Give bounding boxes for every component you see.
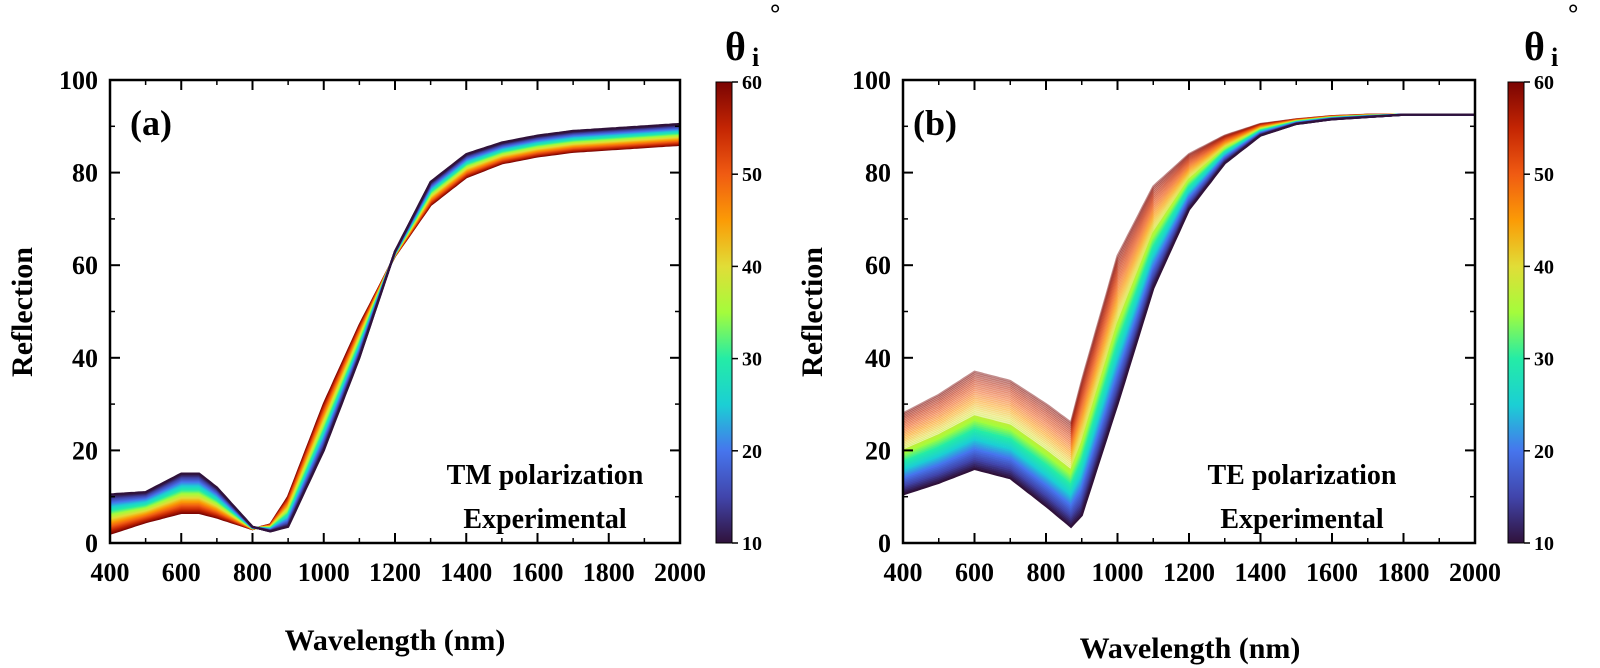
colorbar-tick-label-a-4: 50 (742, 164, 762, 186)
panel-a-x-axis-title: Wavelength (nm) (285, 624, 506, 657)
panel-b-colorbar-bar (1507, 81, 1525, 544)
y-tick-label-b-3: 60 (865, 251, 891, 280)
panel-a-ticks: 400 600 800 1000 1200 1400 1600 1800 2000 0 20 40 60… (59, 66, 706, 587)
panel-b-annotation-line1: TE polarization (1207, 460, 1396, 491)
curve-b-41 (902, 113, 1475, 444)
x-tick-label-b-5: 1400 (1235, 558, 1287, 587)
curve-b-40 (902, 113, 1475, 446)
panel-a-colorbar-symbol: θ (725, 24, 746, 69)
x-tick-label-b-0: 400 (884, 558, 923, 587)
x-tick-label-a-7: 1800 (583, 558, 635, 587)
colorbar-tick-label-a-5: 60 (742, 72, 762, 94)
colorbar-tick-label-b-1: 20 (1534, 441, 1554, 463)
panel-b-annotation-line2: Experimental (1220, 504, 1384, 535)
x-tick-label-b-2: 800 (1027, 558, 1066, 587)
x-tick-label-b-6: 1600 (1306, 558, 1358, 587)
y-tick-label-b-1: 20 (865, 436, 891, 465)
colorbar-tick-label-a-1: 20 (742, 441, 762, 463)
x-tick-label-a-2: 800 (233, 558, 272, 587)
panel-a-colorbar-bar (715, 81, 733, 544)
x-tick-label-a-4: 1200 (369, 558, 421, 587)
x-tick-label-a-3: 1000 (298, 558, 350, 587)
panel-a-colorbar: 10 20 30 40 50 60 θ i ° (715, 0, 780, 555)
panel-b-colorbar-subscript: i (1551, 43, 1558, 72)
x-tick-label-a-1: 600 (162, 558, 201, 587)
y-tick-label-b-0: 0 (878, 529, 891, 558)
x-tick-label-b-3: 1000 (1092, 558, 1144, 587)
colorbar-tick-label-a-3: 40 (742, 256, 762, 278)
colorbar-tick-label-b-2: 30 (1534, 349, 1554, 371)
colorbar-tick-label-b-3: 40 (1534, 256, 1554, 278)
y-tick-label-a-4: 80 (72, 159, 98, 188)
x-tick-label-b-7: 1800 (1378, 558, 1430, 587)
curve-a-0 (109, 122, 681, 533)
panel-b: 400 600 800 1000 1200 1400 1600 1800 2000 0 20 40 60… (796, 0, 1578, 665)
panel-b-colorbar-symbol: θ (1524, 24, 1545, 69)
y-tick-label-a-3: 60 (72, 251, 98, 280)
panel-a-curves (109, 122, 681, 535)
panel-a-colorbar-ticks: 10 20 30 40 50 60 (732, 72, 762, 555)
panel-a: 400 600 800 1000 1200 1400 1600 1800 2000 0 20 40 60… (6, 0, 780, 657)
x-tick-label-a-8: 2000 (654, 558, 706, 587)
y-tick-label-a-0: 0 (85, 529, 98, 558)
y-tick-label-a-1: 20 (72, 436, 98, 465)
colorbar-tick-label-b-5: 60 (1534, 72, 1554, 94)
x-tick-label-b-1: 600 (955, 558, 994, 587)
x-tick-label-a-6: 1600 (512, 558, 564, 587)
y-tick-label-b-5: 100 (852, 66, 891, 95)
y-tick-label-a-5: 100 (59, 66, 98, 95)
x-tick-label-b-4: 1200 (1163, 558, 1215, 587)
y-tick-label-b-4: 80 (865, 159, 891, 188)
panel-b-x-axis-title: Wavelength (nm) (1080, 632, 1301, 665)
panel-b-y-axis-title: Reflection (796, 247, 829, 377)
panel-a-annotation-line1: TM polarization (447, 460, 644, 491)
panel-b-colorbar-ticks: 10 20 30 40 50 60 (1524, 72, 1554, 555)
panel-a-y-axis-title: Reflection (6, 247, 39, 377)
panel-b-ticks: 400 600 800 1000 1200 1400 1600 1800 2000 0 20 40 60… (852, 66, 1501, 587)
y-tick-label-b-2: 40 (865, 344, 891, 373)
panel-a-colorbar-subscript: i (752, 43, 759, 72)
panel-b-colorbar-unit: ° (1568, 0, 1578, 28)
colorbar-tick-label-a-2: 30 (742, 349, 762, 371)
panel-b-curves (902, 113, 1475, 529)
x-tick-label-b-8: 2000 (1449, 558, 1501, 587)
curve-b-0 (902, 113, 1475, 529)
panel-a-label: (a) (130, 103, 172, 143)
panel-b-label: (b) (913, 103, 957, 143)
colorbar-tick-label-a-0: 10 (742, 533, 762, 555)
colorbar-tick-label-b-4: 50 (1534, 164, 1554, 186)
colorbar-tick-label-b-0: 10 (1534, 533, 1554, 555)
panel-b-colorbar: 10 20 30 40 50 60 θ i ° (1507, 0, 1578, 555)
x-tick-label-a-5: 1400 (440, 558, 492, 587)
panel-a-annotation-line2: Experimental (463, 504, 627, 535)
panel-a-colorbar-unit: ° (770, 0, 780, 28)
x-tick-label-a-0: 400 (91, 558, 130, 587)
y-tick-label-a-2: 40 (72, 344, 98, 373)
